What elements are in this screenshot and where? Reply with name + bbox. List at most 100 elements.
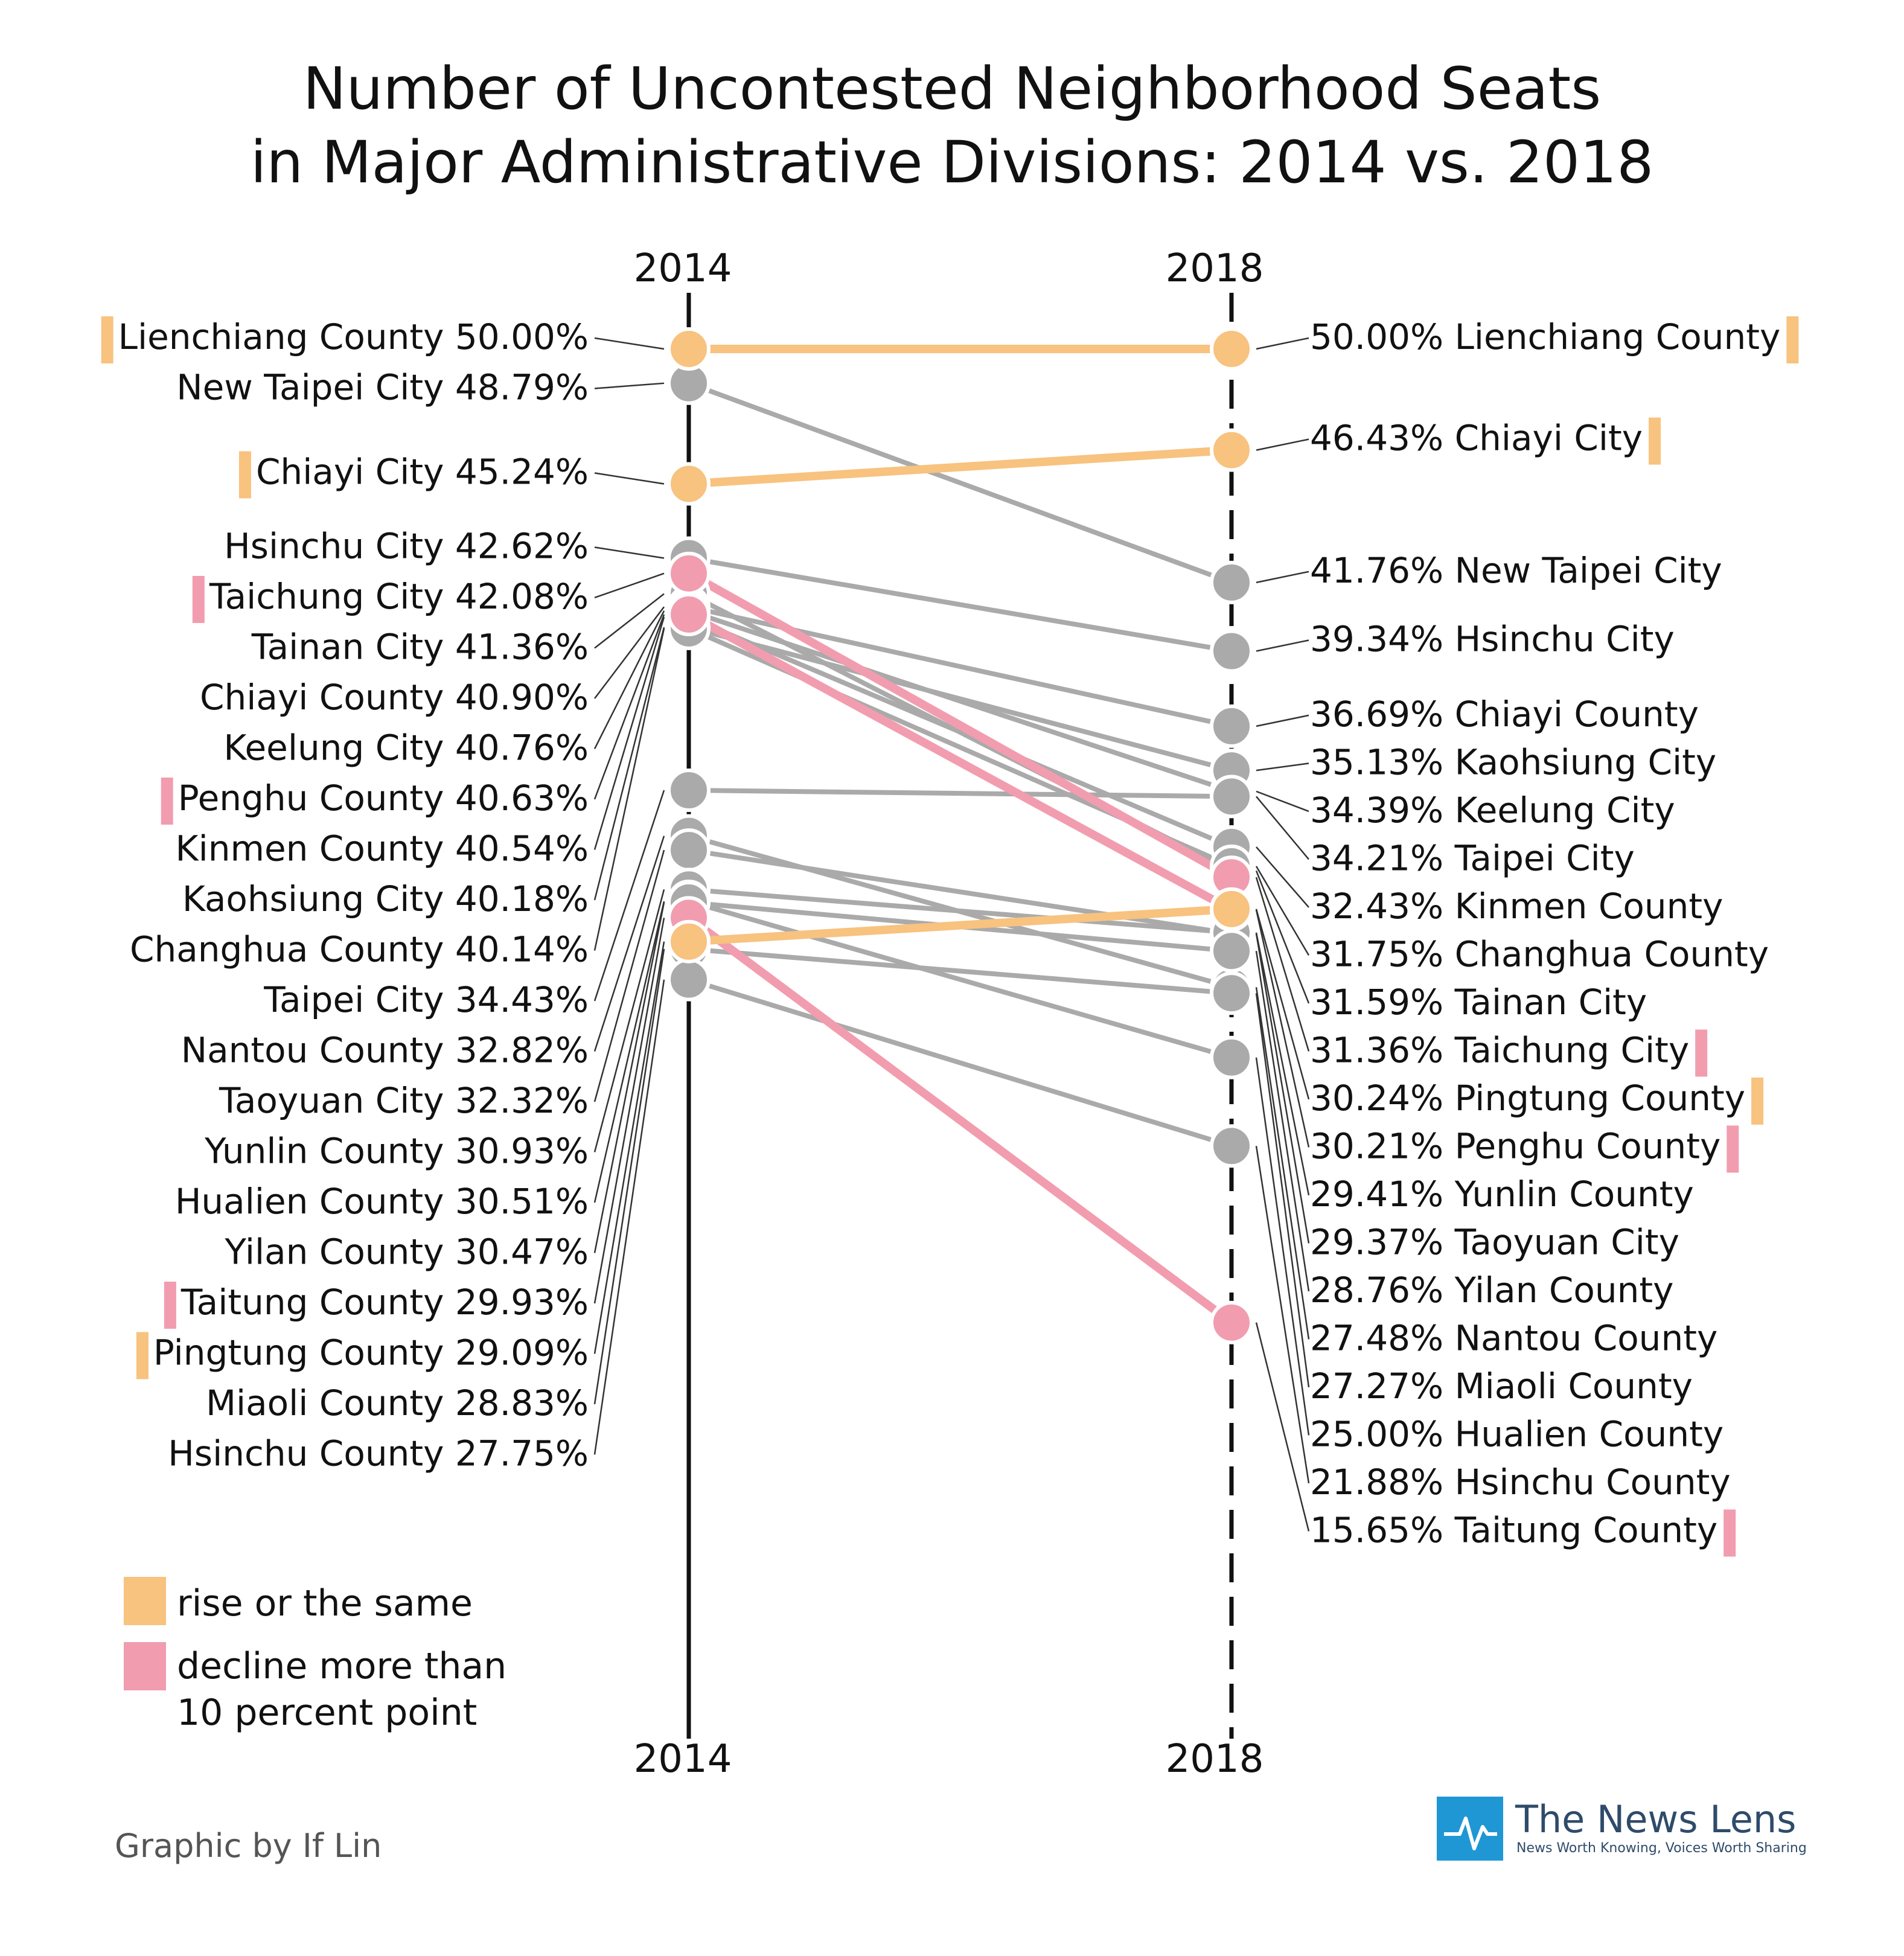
leader-2018-pingtung-county [1255, 909, 1310, 1100]
label-2014-yunlin-county: Yunlin County 30.93% [204, 1130, 589, 1171]
label-2014-tainan-city: Tainan City 41.36% [251, 626, 589, 667]
series-line-pingtung-county [685, 904, 1236, 946]
label-2018-kinmen-county: 32.43% Kinmen County [1310, 886, 1723, 927]
dot-2018-lienchiang-county [1210, 327, 1253, 371]
legend-swatch-decline [124, 1642, 166, 1690]
series-line-hsinchu-city [686, 555, 1234, 654]
leader-2014-new-taipei-city [594, 382, 665, 389]
label-2018-hsinchu-county: 21.88% Hsinchu County [1310, 1462, 1731, 1503]
leader-2018-keelung-city [1256, 790, 1309, 813]
dot-2018-hsinchu-county [1210, 1124, 1253, 1168]
label-2018-changhua-county: 31.75% Changhua County [1310, 933, 1769, 974]
legend-label-decline-line-2: 10 percent point [177, 1692, 477, 1734]
leader-2014-hsinchu-county [593, 979, 665, 1455]
legend-label-decline-line-1: decline more than [177, 1645, 506, 1687]
graphic-credit: Graphic by If Lin [115, 1827, 382, 1865]
dot-2014-taichung-city [667, 551, 711, 595]
series-line-hsinchu-county [686, 977, 1234, 1149]
label-2014-hsinchu-county: Hsinchu County 27.75% [168, 1433, 589, 1474]
leader-2018-lienchiang-county [1256, 337, 1309, 350]
news-lens-brand: The News Lens News Worth Knowing, Voices… [1437, 1797, 1807, 1861]
leader-2014-nantou-county [593, 836, 665, 1052]
label-2018-penghu-county: 30.21% Penghu County [1310, 1125, 1720, 1166]
dot-2018-hualien-county [1210, 1035, 1253, 1079]
chart-title: Number of Uncontested Neighborhood Seats… [251, 55, 1654, 196]
dot-2018-taitung-county [1210, 1300, 1253, 1344]
dot-2018-chiayi-city [1210, 428, 1253, 472]
axis-label-2018-top: 2018 [1166, 246, 1264, 291]
dot-2018-new-taipei-city [1210, 560, 1253, 604]
marker-2014-lienchiang-county [101, 316, 113, 363]
dot-2018-pingtung-county [1210, 887, 1253, 931]
label-2014-chiayi-city: Chiayi City 45.24% [256, 451, 589, 492]
label-2014-changhua-county: Changhua County 40.14% [130, 928, 589, 970]
marker-2014-taichung-city [192, 575, 205, 623]
dot-2014-lienchiang-county [667, 327, 711, 371]
series-line-new-taipei-city [686, 380, 1234, 585]
label-2018-taitung-county: 15.65% Taitung County [1310, 1509, 1717, 1550]
dot-2018-chiayi-county [1210, 704, 1253, 748]
label-2018-pingtung-county: 30.24% Pingtung County [1310, 1078, 1745, 1119]
leader-2014-chiayi-county [594, 606, 665, 699]
label-2014-taichung-city: Taichung City 42.08% [209, 576, 589, 617]
label-2018-hsinchu-city: 39.34% Hsinchu City [1310, 618, 1675, 659]
leader-2018-penghu-county [1255, 909, 1310, 1148]
leader-2014-miaoli-county [593, 948, 665, 1405]
news-lens-logo-icon [1437, 1797, 1503, 1861]
series-line-kinmen-county [686, 615, 1234, 849]
leader-2014-hualien-county [593, 901, 665, 1203]
label-2018-keelung-city: 34.39% Keelung City [1310, 790, 1675, 831]
marker-2018-taitung-county [1724, 1509, 1736, 1557]
label-2018-hualien-county: 25.00% Hualien County [1310, 1413, 1724, 1454]
leader-2018-hualien-county [1255, 1057, 1310, 1436]
dot-2014-hsinchu-county [667, 957, 711, 1002]
label-2014-taitung-county: Taitung County 29.93% [180, 1282, 589, 1323]
series-line-kaohsiung-city [686, 625, 1234, 773]
leader-2014-yilan-county [593, 902, 665, 1253]
dot-2018-hsinchu-city [1210, 629, 1253, 673]
label-2014-yilan-county: Yilan County 30.47% [225, 1231, 589, 1272]
axes: 2014 2018 2014 2018 [634, 246, 1264, 1782]
leader-2018-changhua-county [1255, 866, 1310, 956]
leader-2018-chiayi-county [1256, 714, 1309, 727]
label-2018-taoyuan-city: 29.37% Taoyuan City [1310, 1221, 1679, 1262]
legend-swatch-rise [124, 1577, 166, 1625]
dot-2014-taipei-city [667, 769, 711, 813]
leader-2018-nantou-county [1255, 987, 1310, 1340]
legend-label-rise: rise or the same [177, 1582, 473, 1625]
label-2014-pingtung-county: Pingtung County 29.09% [153, 1332, 589, 1373]
series-line-penghu-county [685, 610, 1236, 915]
leader-2018-new-taipei-city [1256, 570, 1309, 584]
marker-2018-taichung-city [1695, 1029, 1708, 1077]
leader-2014-changhua-county [593, 628, 665, 951]
dot-2014-penghu-county [667, 592, 711, 636]
dot-2018-yilan-county [1210, 929, 1253, 973]
dot-2014-taoyuan-city [667, 828, 711, 872]
brand-tagline: News Worth Knowing, Voices Worth Sharing [1516, 1841, 1807, 1856]
leader-2014-hsinchu-city [594, 546, 665, 559]
label-2014-lienchiang-county: Lienchiang County 50.00% [118, 316, 589, 357]
leader-2018-hsinchu-city [1256, 639, 1309, 652]
series-line-miaoli-county [686, 946, 1234, 996]
leader-2018-taoyuan-city [1255, 933, 1310, 1244]
marker-2018-penghu-county [1727, 1125, 1739, 1173]
series-line-taipei-city [686, 788, 1234, 799]
label-2018-tainan-city: 31.59% Tainan City [1310, 982, 1647, 1023]
marker-2018-pingtung-county [1751, 1077, 1764, 1125]
label-2018-lienchiang-county: 50.00% Lienchiang County [1310, 316, 1780, 357]
marker-2014-pingtung-county [136, 1332, 149, 1379]
leader-2014-taipei-city [593, 790, 665, 1002]
series-line-taichung-city [685, 569, 1236, 882]
leader-2018-tainan-city [1255, 870, 1310, 1004]
label-2018-taipei-city: 34.21% Taipei City [1310, 837, 1635, 878]
axis-label-2014-bottom: 2014 [634, 1737, 732, 1782]
leader-2018-taipei-city [1256, 796, 1309, 860]
leader-2018-miaoli-county [1255, 993, 1310, 1388]
marker-2014-chiayi-city [238, 451, 251, 499]
leader-2014-lienchiang-county [594, 337, 665, 350]
dot-2014-pingtung-county [667, 919, 711, 964]
leader-2014-pingtung-county [593, 941, 665, 1354]
label-2014-taoyuan-city: Taoyuan City 32.32% [219, 1080, 589, 1121]
leader-2014-penghu-county [593, 614, 665, 800]
